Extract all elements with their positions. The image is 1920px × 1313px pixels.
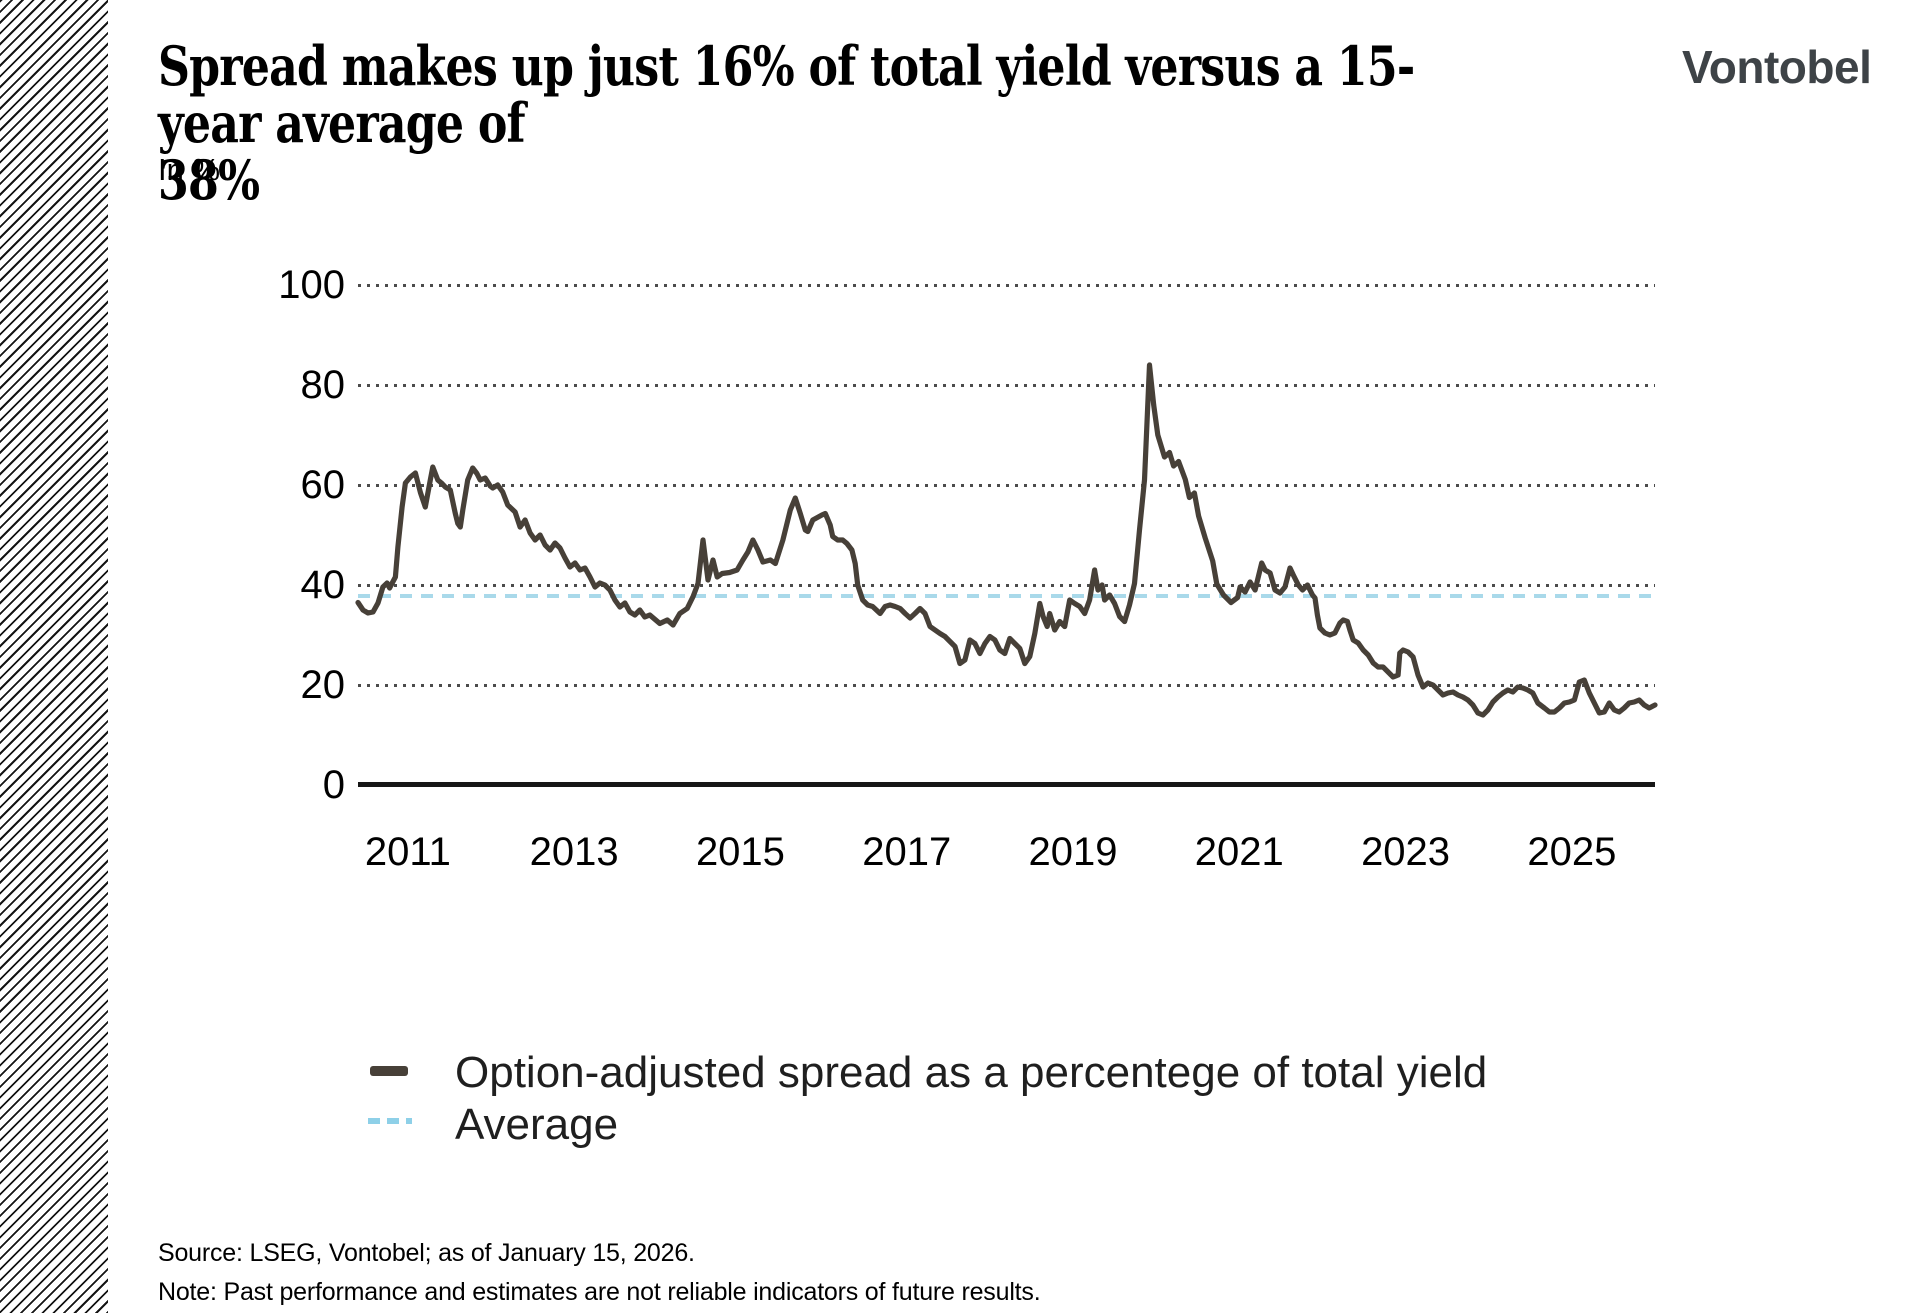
x-tick-label-2023: 2023: [1361, 830, 1451, 874]
x-tick-label-2015: 2015: [695, 830, 785, 874]
series-plot: [355, 362, 1658, 718]
gridline-20: [358, 684, 1655, 687]
spread-line: [355, 362, 1658, 718]
legend-label-spread: Option-adjusted spread as a percentege o…: [455, 1048, 1488, 1097]
x-tick-label-2025: 2025: [1527, 830, 1617, 874]
page-title: Spread makes up just 16% of total yield …: [158, 34, 1415, 213]
gridline-80: [358, 384, 1655, 387]
gridline-60: [358, 484, 1655, 487]
y-tick-label-20: 20: [300, 663, 346, 707]
footer-note: Source: LSEG, Vontobel; as of January 15…: [158, 1234, 1041, 1312]
x-tick-label-2021: 2021: [1194, 830, 1284, 874]
y-tick-label-40: 40: [300, 563, 346, 607]
y-tick-label-0: 0: [322, 763, 345, 807]
y-tick-label-80: 80: [300, 363, 346, 407]
x-tick-label-2013: 2013: [529, 830, 619, 874]
legend-swatch-average: [368, 1118, 412, 1124]
hatch-stripe: [0, 0, 108, 1313]
x-tick-label-2019: 2019: [1028, 830, 1118, 874]
gridline-40: [358, 584, 1655, 587]
y-tick-label-100: 100: [278, 263, 345, 307]
average-line: [358, 594, 1655, 598]
gridline-100: [358, 284, 1655, 287]
axis-unit-label: In %: [158, 152, 221, 187]
legend-swatch-spread: [370, 1066, 408, 1076]
y-tick-label-60: 60: [300, 463, 346, 507]
vontobel-logo: Vontobel: [1682, 41, 1872, 93]
source-line: Source: LSEG, Vontobel; as of January 15…: [158, 1239, 695, 1267]
x-tick-label-2017: 2017: [862, 830, 952, 874]
x-axis-line: [358, 782, 1655, 787]
x-tick-label-2011: 2011: [364, 830, 451, 874]
legend-label-average: Average: [455, 1100, 619, 1149]
disclaimer-line: Note: Past performance and estimates are…: [158, 1278, 1041, 1306]
